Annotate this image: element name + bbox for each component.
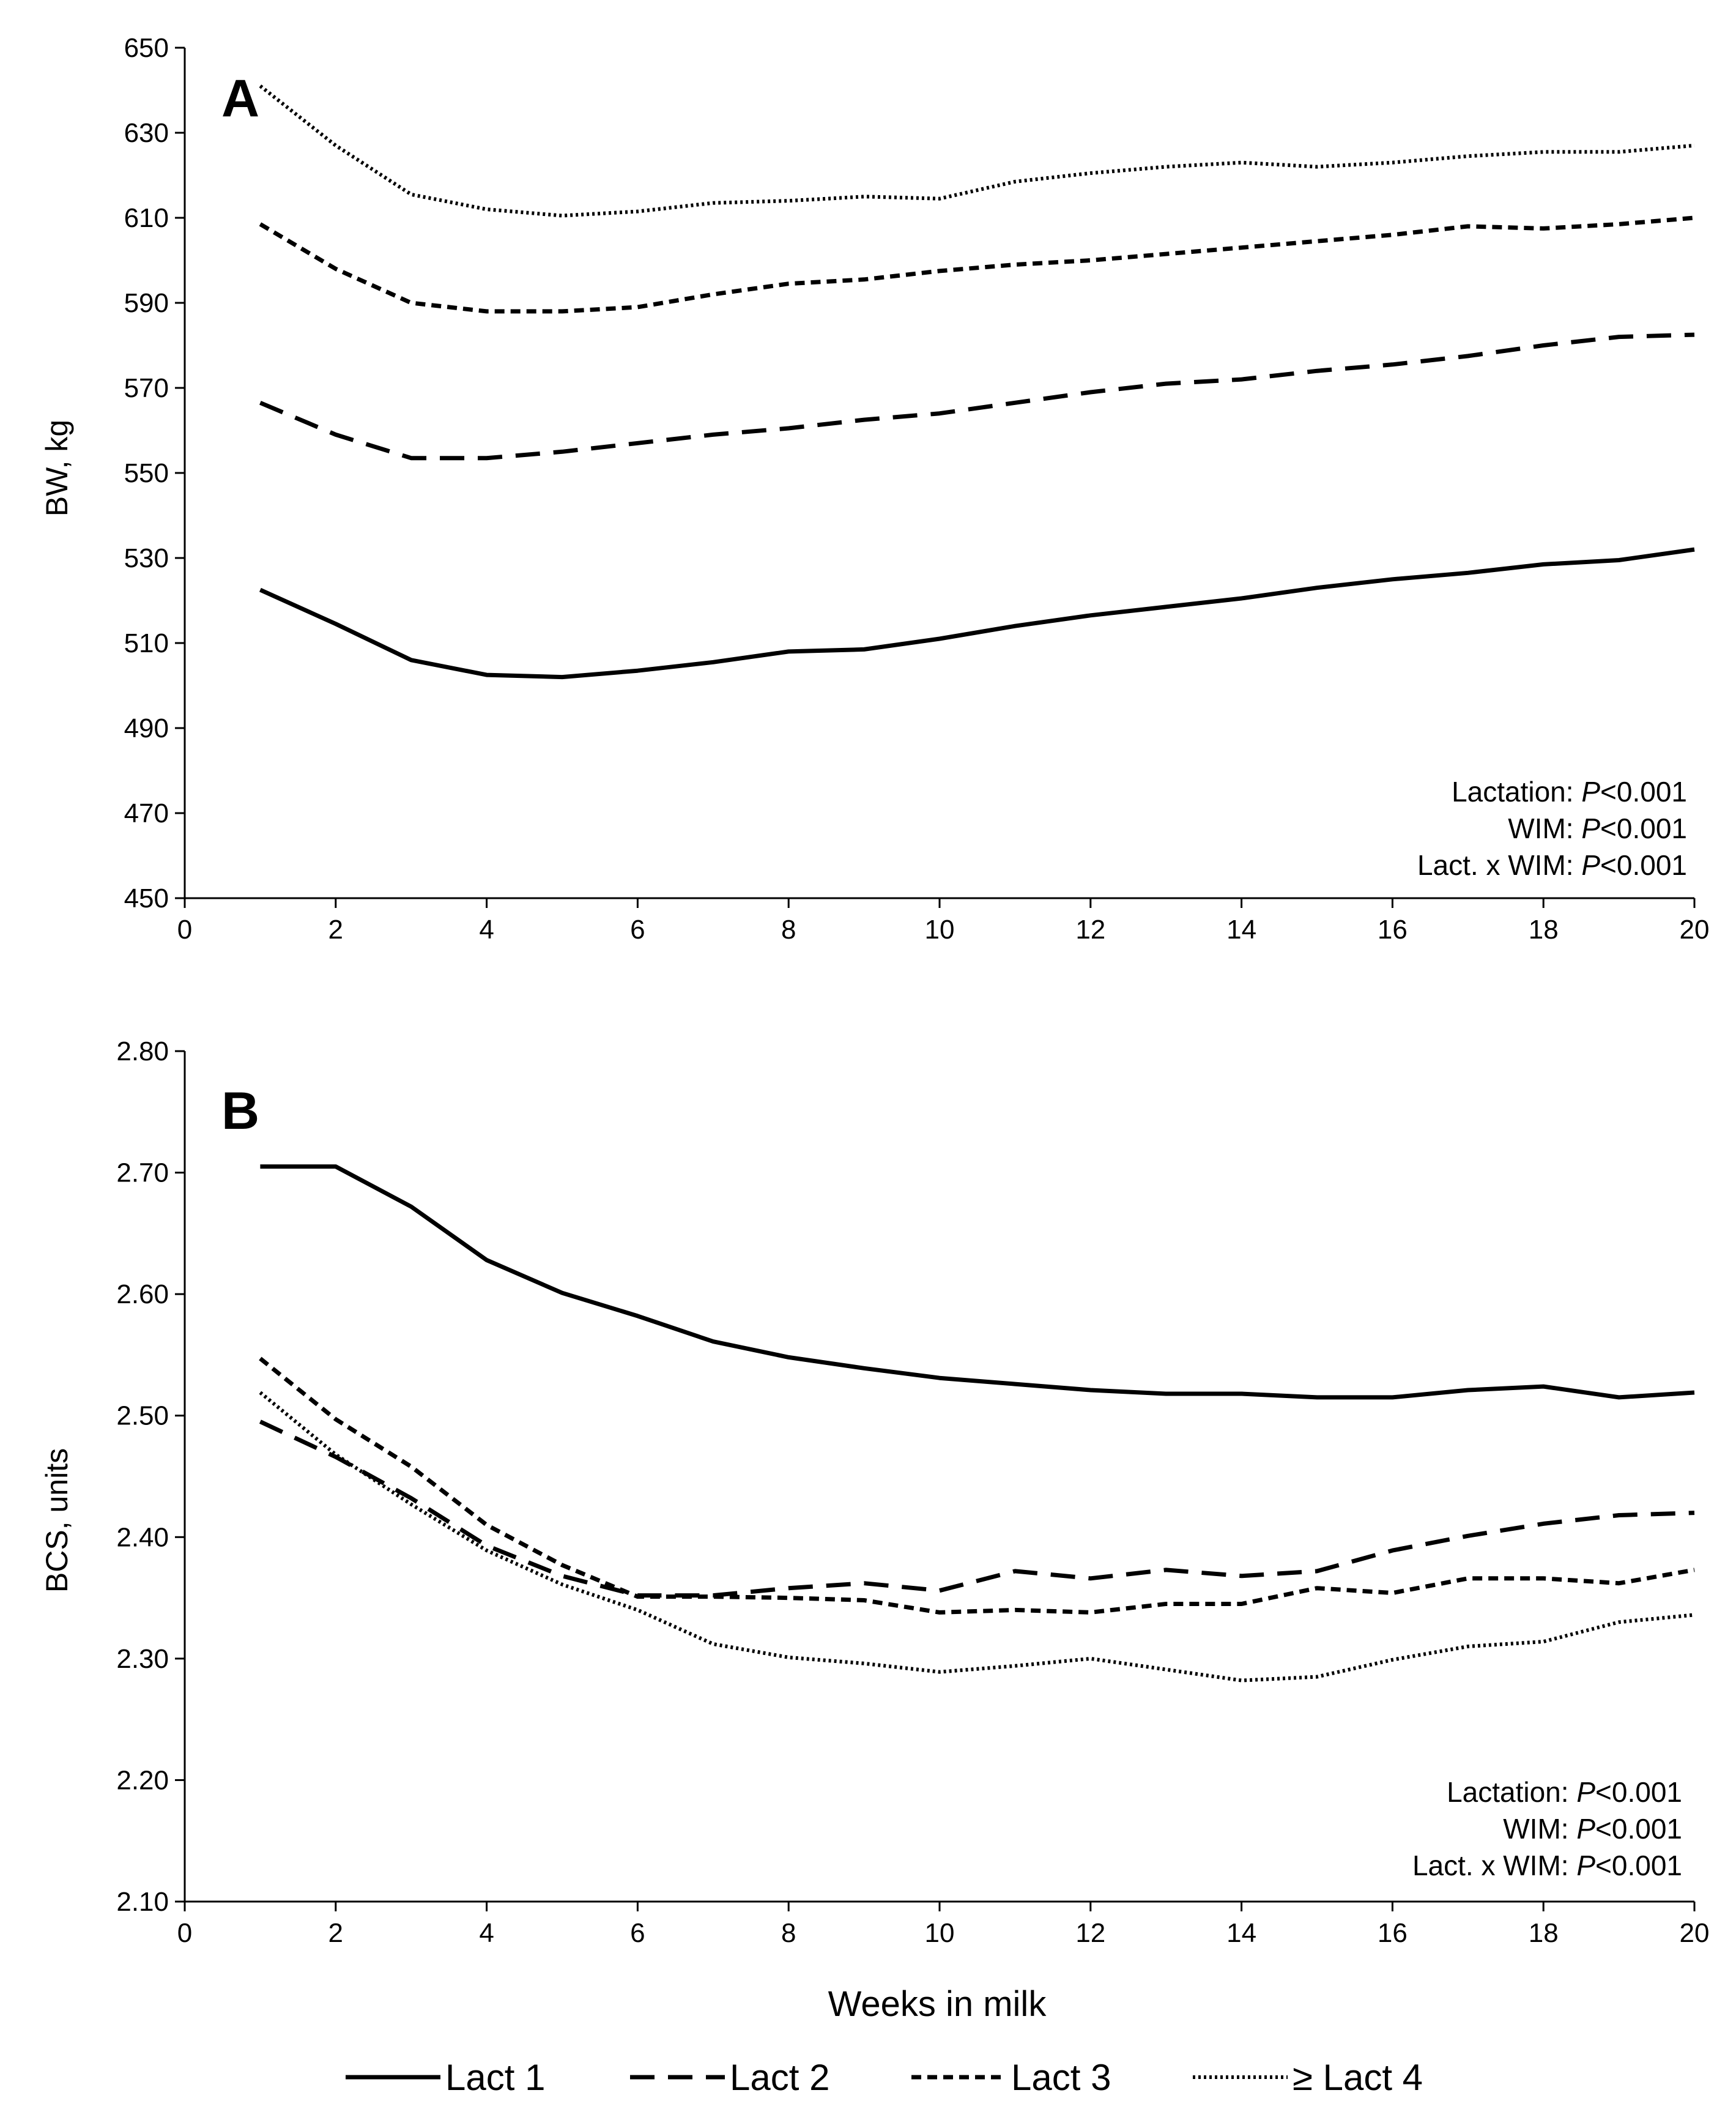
- panel-b-x-tick-label: 16: [1378, 1918, 1408, 1948]
- legend-label-lact-1: Lact 1: [445, 2057, 545, 2098]
- panel-a-y-tick-label: 490: [124, 713, 169, 743]
- panel-b-x-tick-label: 10: [925, 1918, 955, 1948]
- panel-a-x-tick-label: 6: [630, 915, 645, 945]
- panel-a-series-lact-3: [259, 215, 1695, 314]
- panel-b-y-tick-label: 2.50: [116, 1401, 169, 1431]
- panel-b-x-axis-title: Weeks in milk: [828, 1984, 1047, 2024]
- panel-a-y-tick-label: 470: [124, 798, 169, 828]
- panel-a-x-tick-label: 2: [328, 915, 343, 945]
- panel-b-y-tick-label: 2.40: [116, 1522, 169, 1552]
- panel-b-y-tick-label: 2.70: [116, 1158, 169, 1188]
- panel-b-series-lact-2: [259, 1419, 1695, 1598]
- panel-a-y-tick-label: 610: [124, 203, 169, 233]
- panel-b-y-tick-label: 2.30: [116, 1644, 169, 1674]
- panel-a-y-tick-label: 590: [124, 288, 169, 318]
- panel-a-x-tick-label: 8: [781, 915, 796, 945]
- panel-a-y-axis-title: BW, kg: [40, 420, 74, 516]
- panel-a-stat-lactation: Lactation: P<0.001: [1452, 776, 1687, 808]
- panel-a-y-tick-label: 650: [124, 33, 169, 63]
- panel-a-x-tick-label: 4: [479, 915, 494, 945]
- panel-a-y-tick-label: 550: [124, 458, 169, 488]
- panel-b-x-tick-label: 20: [1680, 1918, 1710, 1948]
- panel-a-y-tick-label: 510: [124, 628, 169, 658]
- legend: Lact 1 Lact 2 Lact 3 ≥ Lact 4: [346, 2057, 1423, 2098]
- panel-a-x-tick-label: 16: [1378, 915, 1408, 945]
- panel-b-stat-lactation: Lactation: P<0.001: [1447, 1776, 1682, 1808]
- panel-b-stat-wim: WIM: P<0.001: [1503, 1813, 1682, 1845]
- panel-a-y-tick-label: 570: [124, 373, 169, 403]
- panel-b-x-tick-label: 2: [328, 1918, 343, 1948]
- panel-a-x-tick-label: 10: [925, 915, 955, 945]
- panel-a-series-lact-4: [259, 84, 1695, 218]
- panel-b-y-axis-title: BCS, units: [40, 1448, 74, 1593]
- panel-a-stat-interaction: Lact. x WIM: P<0.001: [1417, 849, 1687, 881]
- panel-a-series-lact-2: [259, 332, 1695, 461]
- panel-b-x-tick-label: 18: [1529, 1918, 1559, 1948]
- panel-b-x-tick-label: 8: [781, 1918, 796, 1948]
- panel-a-y-tick-label: 630: [124, 118, 169, 148]
- panel-a-x-tick-label: 14: [1226, 915, 1256, 945]
- legend-label-lact-4: ≥ Lact 4: [1293, 2057, 1423, 2098]
- panel-b-x-tick-label: 4: [479, 1918, 494, 1948]
- panel-b-x-tick-label: 14: [1226, 1918, 1256, 1948]
- panel-a-y-tick-label: 450: [124, 883, 169, 913]
- panel-b-bcs-chart: B BCS, units Weeks in milk Lactation: P<…: [40, 1036, 1709, 2024]
- panel-b-stat-interaction: Lact. x WIM: P<0.001: [1412, 1850, 1682, 1881]
- panel-a-stat-wim: WIM: P<0.001: [1508, 813, 1687, 844]
- panel-b-x-tick-label: 12: [1075, 1918, 1105, 1948]
- panel-a-y-tick-label: 530: [124, 543, 169, 573]
- panel-b-series-lact-4: [259, 1391, 1695, 1683]
- panel-b-x-tick-label: 0: [177, 1918, 192, 1948]
- panel-a-x-tick-label: 12: [1075, 915, 1105, 945]
- panel-b-y-tick-label: 2.60: [116, 1279, 169, 1309]
- panel-a-x-tick-label: 20: [1680, 915, 1710, 945]
- panel-b-x-tick-label: 6: [630, 1918, 645, 1948]
- panel-b-y-tick-label: 2.20: [116, 1765, 169, 1795]
- panel-b-series-lact-1: [260, 1164, 1695, 1400]
- panel-b-series-lact-3: [259, 1356, 1695, 1615]
- panel-a-series-lact-1: [259, 547, 1695, 680]
- panel-letter-b: B: [221, 1082, 259, 1140]
- legend-label-lact-2: Lact 2: [730, 2057, 829, 2098]
- panel-letter-a: A: [221, 69, 259, 128]
- panel-a-x-tick-label: 18: [1529, 915, 1559, 945]
- legend-label-lact-3: Lact 3: [1011, 2057, 1111, 2098]
- panel-a-x-tick-label: 0: [177, 915, 192, 945]
- panel-b-y-tick-label: 2.10: [116, 1887, 169, 1917]
- panel-b-y-tick-label: 2.80: [116, 1036, 169, 1066]
- panel-a-bw-chart: A BW, kg Lactation: P<0.001 WIM: P<0.001…: [40, 33, 1709, 945]
